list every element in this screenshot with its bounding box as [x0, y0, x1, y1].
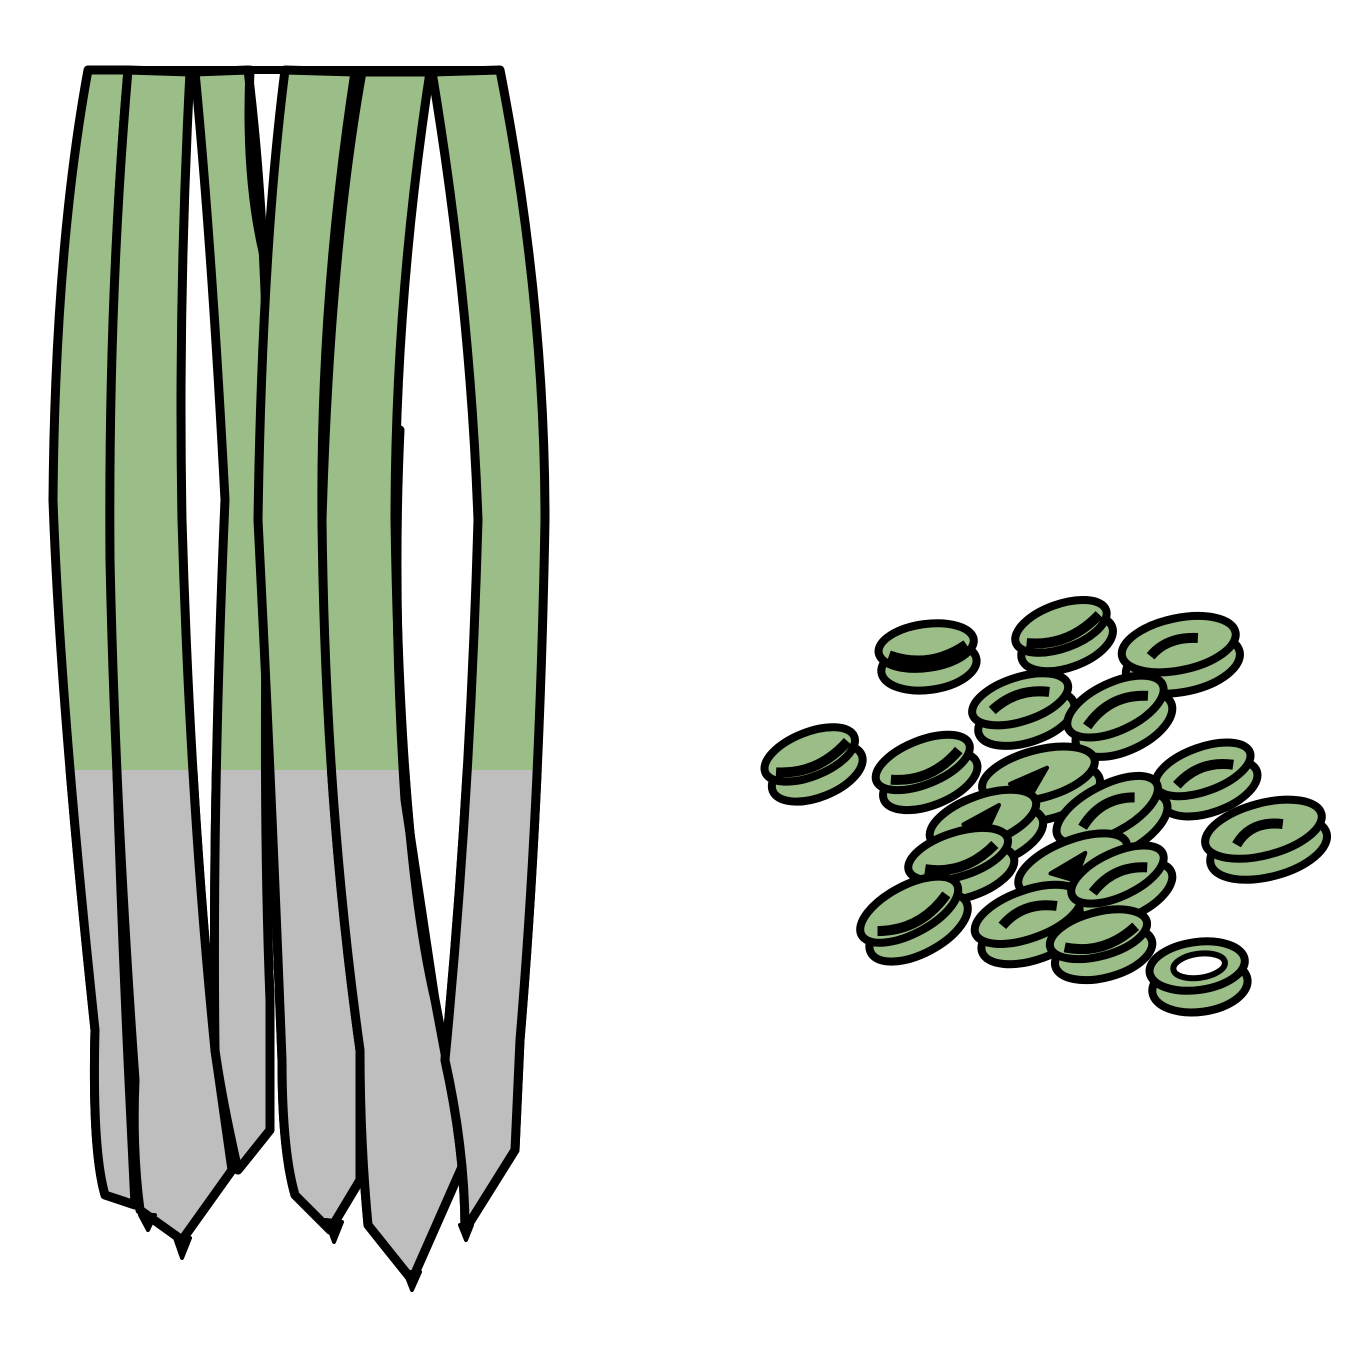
onion-ring	[760, 723, 867, 806]
onion-ring	[874, 619, 981, 695]
onion-ring	[968, 669, 1079, 750]
onion-stalk	[105, 65, 237, 1245]
onion-ring	[856, 872, 972, 966]
sliced-green-onion-rings	[760, 595, 1332, 1017]
onion-roots	[138, 1213, 474, 1292]
onion-ring	[871, 730, 982, 815]
onion-ring	[1045, 905, 1157, 985]
onion-ring	[1011, 595, 1117, 676]
onion-ring	[1145, 937, 1252, 1017]
onion-ring	[1201, 795, 1332, 884]
whole-green-onions	[48, 65, 550, 1292]
onion-stalk	[427, 65, 550, 1235]
